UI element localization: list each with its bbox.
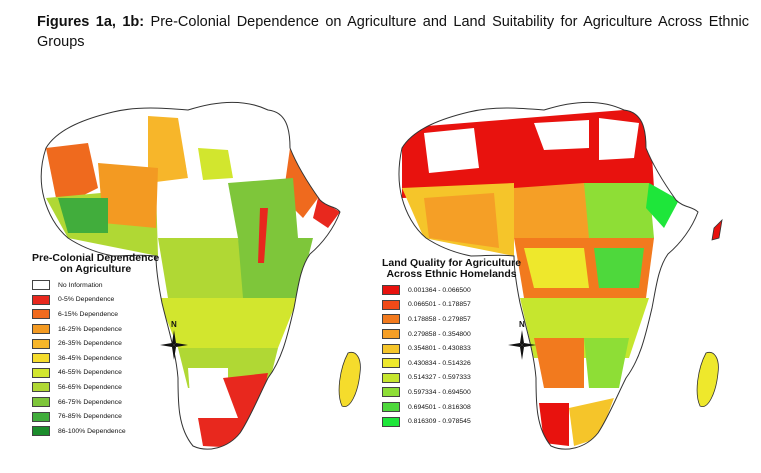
legend-item: 0.354801 - 0.430833 <box>382 341 521 356</box>
legend-land-quality: Land Quality for Agriculture Across Ethn… <box>382 258 521 429</box>
legend-label: 66-75% Dependence <box>58 398 122 406</box>
legend-label: 0.816309 - 0.978545 <box>408 418 471 426</box>
figure-caption: Figures 1a, 1b: Pre-Colonial Dependence … <box>37 12 749 52</box>
legend-label: 0.597334 - 0.694500 <box>408 388 471 396</box>
legend-swatch <box>382 358 400 369</box>
legend-swatch <box>382 285 400 296</box>
legend-label: 86-100% Dependence <box>58 427 126 435</box>
compass-n-label-b: N <box>519 320 525 329</box>
legend-label: 0.001364 - 0.066500 <box>408 286 471 294</box>
madagascar-a <box>338 351 361 407</box>
somalia-horn-b <box>711 218 723 241</box>
legend-swatch <box>382 343 400 354</box>
legend-label: 0.694501 - 0.816308 <box>408 403 471 411</box>
compass-icon <box>508 330 536 360</box>
legend-item: 46-55% Dependence <box>32 366 159 381</box>
legend-item: 36-45% Dependence <box>32 351 159 366</box>
legend-item: 26-35% Dependence <box>32 336 159 351</box>
legend-item: 76-85% Dependence <box>32 409 159 424</box>
legend-swatch <box>382 387 400 398</box>
legend-label: 56-65% Dependence <box>58 383 122 391</box>
legend-label: 26-35% Dependence <box>58 340 122 348</box>
map-land-quality <box>398 102 723 450</box>
compass-rose-b: N <box>508 320 536 360</box>
legend-item: 0.597334 - 0.694500 <box>382 385 521 400</box>
legend-dependence: Pre-Colonial Dependence on Agriculture N… <box>32 253 159 439</box>
caption-text: Pre-Colonial Dependence on Agriculture a… <box>37 14 750 50</box>
compass-icon <box>160 330 188 360</box>
legend-swatch <box>32 294 50 305</box>
map-dependence-on-agriculture <box>40 102 361 450</box>
legend-b-title-1: Land Quality for Agriculture <box>382 257 522 269</box>
compass-rose-a: N <box>160 320 188 360</box>
legend-item: 0.816309 - 0.978545 <box>382 414 521 429</box>
legend-swatch <box>32 353 50 364</box>
legend-swatch <box>32 338 50 349</box>
legend-swatch <box>382 416 400 427</box>
legend-swatch <box>32 324 50 335</box>
continent-outline-a <box>40 102 341 450</box>
legend-label: 6-15% Dependence <box>58 310 119 318</box>
legend-item: 0.279858 - 0.354800 <box>382 327 521 342</box>
legend-label: 0.354801 - 0.430833 <box>408 345 471 353</box>
legend-item: 0.514327 - 0.597333 <box>382 371 521 386</box>
legend-item: 56-65% Dependence <box>32 380 159 395</box>
legend-label: 36-45% Dependence <box>58 354 122 362</box>
compass-n-label-a: N <box>171 320 177 329</box>
legend-item: 0.001364 - 0.066500 <box>382 283 521 298</box>
legend-label: 0.430834 - 0.514326 <box>408 359 471 367</box>
legend-swatch <box>382 329 400 340</box>
legend-label: 0.514327 - 0.597333 <box>408 374 471 382</box>
legend-label: No Information <box>58 281 103 289</box>
madagascar-b <box>696 351 719 407</box>
legend-label: 76-85% Dependence <box>58 413 122 421</box>
legend-label: 0.279858 - 0.354800 <box>408 330 471 338</box>
legend-item: 0-5% Dependence <box>32 293 159 308</box>
legend-swatch <box>382 372 400 383</box>
legend-swatch <box>32 309 50 320</box>
legend-item: 0.694501 - 0.816308 <box>382 400 521 415</box>
legend-swatch <box>32 411 50 422</box>
legend-b-items: 0.001364 - 0.066500 0.066501 - 0.178857 0.… <box>382 283 521 429</box>
legend-a-title-2: on Agriculture <box>59 263 132 275</box>
legend-label: 0.178858 - 0.279857 <box>408 315 471 323</box>
legend-swatch <box>32 397 50 408</box>
caption-prefix: Figures 1a, 1b: <box>37 14 145 30</box>
legend-swatch <box>32 426 50 437</box>
legend-swatch <box>382 299 400 310</box>
legend-swatch <box>32 280 50 291</box>
legend-item: 6-15% Dependence <box>32 307 159 322</box>
legend-item: 0.066501 - 0.178857 <box>382 298 521 313</box>
legend-item: 16-25% Dependence <box>32 322 159 337</box>
legend-a-title-1: Pre-Colonial Dependence <box>32 252 160 264</box>
legend-a-items: No Information 0-5% Dependence 6-15% Depen… <box>32 278 159 439</box>
legend-label: 16-25% Dependence <box>58 325 122 333</box>
legend-item: 0.430834 - 0.514326 <box>382 356 521 371</box>
legend-swatch <box>382 402 400 413</box>
legend-item: 0.178858 - 0.279857 <box>382 312 521 327</box>
legend-swatch <box>32 382 50 393</box>
legend-label: 0.066501 - 0.178857 <box>408 301 471 309</box>
legend-swatch <box>382 314 400 325</box>
legend-item: No Information <box>32 278 159 293</box>
legend-label: 0-5% Dependence <box>58 296 115 304</box>
continent-outline-b <box>398 102 699 450</box>
legend-swatch <box>32 367 50 378</box>
legend-item: 66-75% Dependence <box>32 395 159 410</box>
legend-label: 46-55% Dependence <box>58 369 122 377</box>
legend-b-title-2: Across Ethnic Homelands <box>386 268 517 280</box>
legend-item: 86-100% Dependence <box>32 424 159 439</box>
